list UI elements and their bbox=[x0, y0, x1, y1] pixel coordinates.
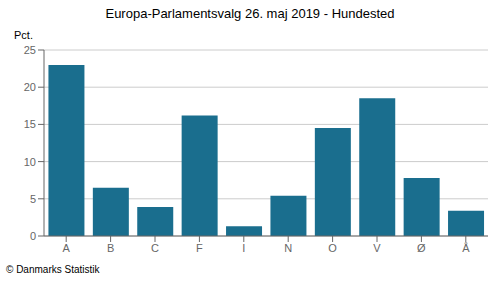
svg-text:C: C bbox=[151, 242, 159, 254]
html-text:© Danmarks Statistik: © Danmarks Statistik bbox=[6, 264, 100, 275]
svg-text:I: I bbox=[242, 242, 245, 254]
svg-text:20: 20 bbox=[24, 81, 36, 93]
svg-text:Ø: Ø bbox=[417, 242, 426, 254]
svg-text:10: 10 bbox=[24, 156, 36, 168]
svg-text:25: 25 bbox=[24, 44, 36, 56]
svg-text:A: A bbox=[63, 242, 71, 254]
svg-text:5: 5 bbox=[30, 193, 36, 205]
svg-text:V: V bbox=[373, 242, 381, 254]
svg-text:O: O bbox=[328, 242, 337, 254]
svg-text:Å: Å bbox=[462, 242, 470, 254]
svg-text:F: F bbox=[196, 242, 203, 254]
html-text:Pct.: Pct. bbox=[14, 29, 33, 41]
svg-text:15: 15 bbox=[24, 118, 36, 130]
html-text:Europa-Parlamentsvalg 26. maj: Europa-Parlamentsvalg 26. maj 2019 - Hun… bbox=[105, 6, 395, 21]
svg-text:B: B bbox=[107, 242, 114, 254]
svg-text:N: N bbox=[284, 242, 292, 254]
svg-text:0: 0 bbox=[30, 230, 36, 242]
